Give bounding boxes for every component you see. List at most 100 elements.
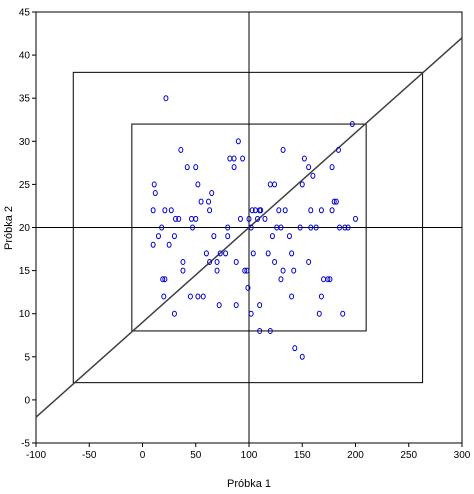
y-axis-ticks: -5 0 5 10 15 20 25 30 35 40 45 xyxy=(19,8,36,450)
data-point xyxy=(342,224,348,231)
data-point xyxy=(331,198,337,205)
data-point xyxy=(353,215,358,222)
data-point xyxy=(150,241,156,248)
data-point xyxy=(257,327,263,334)
data-point xyxy=(231,155,237,162)
data-point xyxy=(207,258,213,265)
data-point xyxy=(337,224,343,231)
data-point xyxy=(225,224,231,231)
data-point xyxy=(329,207,335,214)
data-point xyxy=(316,310,322,317)
data-point xyxy=(209,190,215,197)
data-point xyxy=(162,276,168,283)
x-tick-label: 150 xyxy=(294,450,311,461)
data-point xyxy=(244,267,250,274)
data-point xyxy=(318,207,324,214)
data-point xyxy=(333,198,339,205)
y-axis-title: Próbka 2 xyxy=(3,206,15,250)
y-tick-label: -5 xyxy=(21,439,30,450)
y-tick-label: 35 xyxy=(19,94,31,105)
y-tick-label: 0 xyxy=(24,395,30,406)
data-point xyxy=(280,146,286,153)
data-point xyxy=(166,241,172,248)
data-point xyxy=(163,95,169,102)
data-point xyxy=(171,310,177,317)
x-tick-label: -50 xyxy=(82,450,97,461)
data-point xyxy=(198,198,204,205)
data-point xyxy=(248,224,254,231)
y-tick-label: 20 xyxy=(19,223,31,234)
data-point xyxy=(289,293,295,300)
data-point xyxy=(161,293,167,300)
data-point xyxy=(240,155,246,162)
data-point xyxy=(180,258,186,265)
x-axis-title: Próbka 1 xyxy=(227,478,271,490)
points-layer xyxy=(150,95,358,360)
data-point xyxy=(340,310,346,317)
data-point xyxy=(308,224,314,231)
data-point xyxy=(297,224,303,231)
data-point xyxy=(203,250,209,257)
data-point xyxy=(267,327,273,334)
data-point xyxy=(188,215,194,222)
data-point xyxy=(250,250,256,257)
data-point xyxy=(299,181,305,188)
data-point xyxy=(173,215,179,222)
data-point xyxy=(289,250,295,257)
data-point xyxy=(233,302,239,309)
data-point xyxy=(265,250,271,257)
data-point xyxy=(152,190,158,197)
data-point xyxy=(301,155,307,162)
x-tick-label: 100 xyxy=(241,450,258,461)
data-point xyxy=(216,302,222,309)
data-point xyxy=(195,181,201,188)
data-point xyxy=(248,310,254,317)
data-point xyxy=(235,138,241,145)
data-point xyxy=(171,233,177,240)
data-point xyxy=(217,250,223,257)
data-point xyxy=(184,164,190,171)
data-point xyxy=(207,207,213,214)
y-tick-label: 30 xyxy=(19,137,31,148)
data-point xyxy=(176,215,182,222)
y-tick-label: 40 xyxy=(19,51,31,62)
data-point xyxy=(214,267,220,274)
data-point xyxy=(160,276,166,283)
x-tick-label: 300 xyxy=(454,450,471,461)
x-axis-ticks: -100 -50 0 50 100 150 200 250 300 xyxy=(26,443,471,461)
data-point xyxy=(159,224,165,231)
data-point xyxy=(286,233,292,240)
data-point xyxy=(249,207,255,214)
data-point xyxy=(257,302,263,309)
data-point xyxy=(310,172,316,179)
data-point xyxy=(306,164,312,171)
y-tick-label: 45 xyxy=(19,8,31,19)
data-point xyxy=(225,233,231,240)
x-tick-label: 250 xyxy=(400,450,417,461)
y-tick-label: 10 xyxy=(19,309,31,320)
data-point xyxy=(150,207,156,214)
data-point xyxy=(195,293,201,300)
data-point xyxy=(299,353,305,360)
data-point xyxy=(211,233,217,240)
data-point xyxy=(193,164,199,171)
data-point xyxy=(231,164,237,171)
data-point xyxy=(280,267,286,274)
data-point xyxy=(278,276,284,283)
data-point xyxy=(327,276,333,283)
data-point xyxy=(291,267,297,274)
data-point xyxy=(190,224,196,231)
x-tick-label: 200 xyxy=(347,450,364,461)
y-tick-label: 25 xyxy=(19,180,31,191)
data-point xyxy=(262,215,268,222)
data-point xyxy=(155,233,161,240)
data-point xyxy=(258,207,264,214)
data-point xyxy=(306,258,312,265)
data-point xyxy=(318,293,324,300)
data-point xyxy=(223,250,229,257)
data-point xyxy=(272,258,278,265)
data-point xyxy=(180,267,186,274)
data-point xyxy=(214,258,220,265)
data-point xyxy=(335,146,341,153)
